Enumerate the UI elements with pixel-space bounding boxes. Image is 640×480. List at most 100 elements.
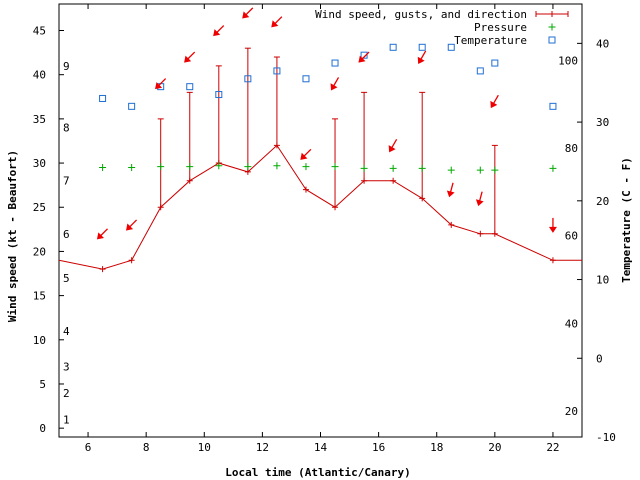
arrow-head xyxy=(96,232,104,240)
temperature-point xyxy=(447,43,455,51)
plot-frame-layer xyxy=(58,3,583,438)
temperature-point xyxy=(360,51,368,59)
x-tick-label: 16 xyxy=(372,441,385,454)
wind-speed-point xyxy=(419,195,426,202)
wind-direction-arrow xyxy=(388,139,398,153)
temperature-point xyxy=(128,102,136,110)
wind-direction-arrow xyxy=(475,191,484,207)
x-tick-label: 6 xyxy=(85,441,92,454)
wind-direction-arrow xyxy=(446,182,455,198)
pressure-point xyxy=(99,163,107,171)
fahrenheit-label: 80 xyxy=(565,142,578,155)
temperature-point xyxy=(244,75,252,83)
y-tick-label: 35 xyxy=(33,113,46,126)
arrow-shaft xyxy=(361,51,370,60)
arrow-head xyxy=(330,83,338,91)
pressure-point xyxy=(302,163,310,171)
arrow-head xyxy=(417,56,425,64)
arrow-shaft xyxy=(391,139,398,149)
legend-label: Pressure xyxy=(474,21,527,34)
arrow-head xyxy=(242,11,250,19)
wind-direction-arrow xyxy=(213,25,225,37)
arrow-head xyxy=(475,199,484,207)
pressure-point xyxy=(128,163,136,171)
y2-tick-label: 10 xyxy=(596,274,609,287)
temperature-point xyxy=(418,43,426,51)
fahrenheit-label: 60 xyxy=(565,229,578,242)
wind-speed-point xyxy=(273,142,280,149)
wind-direction-arrow xyxy=(184,51,196,63)
x-tick-label: 20 xyxy=(488,441,501,454)
pressure-point xyxy=(418,164,426,172)
x-axis-title: Local time (Atlantic/Canary) xyxy=(225,466,410,479)
tick-layer: 6 8 10 12 14 16 18 20 22051015202530354045-10010… xyxy=(33,4,616,454)
y-tick-label: 25 xyxy=(33,201,46,214)
beaufort-label: 2 xyxy=(63,387,70,400)
arrow-shaft xyxy=(187,51,196,60)
data-layer xyxy=(58,7,582,273)
arrow-shaft xyxy=(100,228,108,237)
arrow-head xyxy=(155,82,163,90)
wind-direction-arrow xyxy=(125,219,138,231)
arrow-shaft xyxy=(332,77,340,87)
y-tick-label: 45 xyxy=(33,25,46,38)
temperature-point xyxy=(549,102,557,110)
wind-speed-point xyxy=(549,257,556,264)
fahrenheit-label: 40 xyxy=(565,318,578,331)
arrow-shaft xyxy=(274,16,283,25)
arrow-head xyxy=(125,223,134,231)
wind-speed-point xyxy=(186,177,193,184)
legend-temperature-marker xyxy=(548,36,556,44)
arrow-shaft xyxy=(478,191,483,202)
pressure-point xyxy=(549,164,557,172)
arrow-shaft xyxy=(303,148,312,157)
wind-speed-point xyxy=(99,266,106,273)
fahrenheit-label: 100 xyxy=(558,55,578,68)
x-tick-label: 14 xyxy=(314,441,328,454)
fahrenheit-label: 20 xyxy=(565,405,578,418)
arrow-head xyxy=(358,55,366,63)
wind-direction-arrow xyxy=(242,7,254,19)
wind-speed-point xyxy=(157,204,164,211)
temperature-point xyxy=(302,75,310,83)
wind-direction-arrow xyxy=(330,77,340,91)
x-tick-label: 10 xyxy=(198,441,211,454)
pressure-point xyxy=(331,163,339,171)
wind-speed-point xyxy=(302,186,309,193)
beaufort-label: 4 xyxy=(63,325,70,338)
beaufort-label: 9 xyxy=(63,60,70,73)
arrow-shaft xyxy=(420,50,427,60)
wind-speed-point xyxy=(448,221,455,228)
wind-speed-point xyxy=(491,230,498,237)
y-tick-label: 40 xyxy=(33,69,46,82)
arrow-head xyxy=(213,29,221,37)
wind-direction-arrow xyxy=(271,16,283,28)
wind-direction-arrow xyxy=(417,50,427,64)
wind-speed-line xyxy=(58,144,582,270)
pressure-point xyxy=(215,162,223,170)
y2-tick-label: 30 xyxy=(596,116,609,129)
wind-speed-point xyxy=(332,204,339,211)
wind-direction-arrow xyxy=(490,94,499,109)
pressure-point xyxy=(491,166,499,174)
wind-speed-point xyxy=(390,177,397,184)
wind-speed-point xyxy=(477,230,484,237)
y-tick-label: 20 xyxy=(33,245,46,258)
wind-direction-arrow xyxy=(358,51,370,63)
y-axis-title: Wind speed (kt - Beaufort) xyxy=(6,150,19,322)
y2-tick-label: -10 xyxy=(596,431,616,444)
temperature-point xyxy=(215,91,223,99)
pressure-point xyxy=(389,164,397,172)
arrow-shaft xyxy=(449,182,454,193)
wind-speed-point xyxy=(128,257,135,264)
plot-frame xyxy=(58,3,583,438)
legend-pressure-marker xyxy=(548,23,556,31)
pressure-point xyxy=(157,163,165,171)
wind-direction-arrow xyxy=(96,228,108,240)
temperature-point xyxy=(186,83,194,91)
legend-label: Temperature xyxy=(454,34,527,47)
temperature-point xyxy=(273,67,281,75)
y-tick-label: 10 xyxy=(33,334,46,347)
pressure-point xyxy=(273,162,281,170)
beaufort-label: 3 xyxy=(63,360,70,373)
